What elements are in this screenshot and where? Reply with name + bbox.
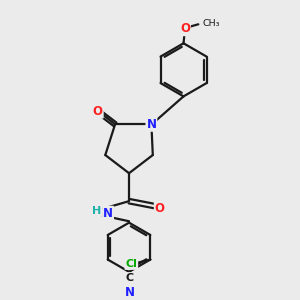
Text: CH₃: CH₃: [202, 19, 220, 28]
Text: C: C: [125, 273, 134, 283]
Text: O: O: [155, 202, 165, 215]
Text: N: N: [103, 207, 113, 220]
Text: N: N: [146, 118, 156, 131]
Text: Cl: Cl: [125, 259, 137, 269]
Text: N: N: [124, 286, 135, 299]
Text: O: O: [180, 22, 190, 35]
Text: H: H: [92, 206, 101, 216]
Text: O: O: [93, 105, 103, 118]
